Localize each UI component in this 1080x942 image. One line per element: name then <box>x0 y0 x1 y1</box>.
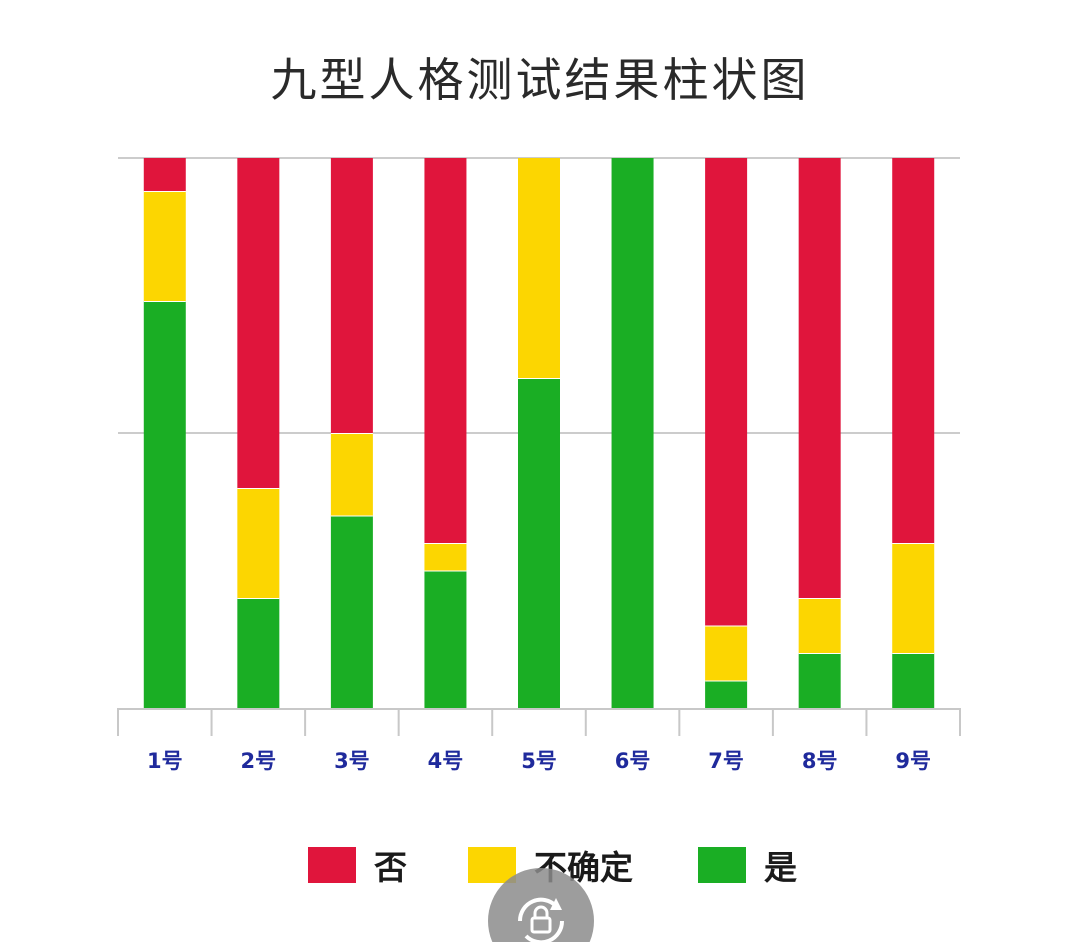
bar-segment-3-2 <box>330 158 373 433</box>
x-tick-label-8: 8号 <box>802 749 838 773</box>
bar-segment-3-1 <box>330 433 373 516</box>
bar-segment-7-1 <box>705 625 748 681</box>
bar-segment-4-0 <box>424 570 467 708</box>
legend-swatch-yes <box>698 847 746 883</box>
x-axis <box>117 708 961 736</box>
chart-title: 九型人格测试结果柱状图 <box>270 53 810 107</box>
bar-segment-1-0 <box>143 301 186 708</box>
x-tick-label-6: 6号 <box>615 749 651 773</box>
bar-segment-1-2 <box>143 158 186 191</box>
legend-item-no[interactable]: 否 <box>308 840 407 890</box>
bar-segment-9-1 <box>892 543 935 653</box>
bar-segment-6-0 <box>611 158 654 708</box>
legend-swatch-uncertain <box>468 847 516 883</box>
bar-segment-9-0 <box>892 653 935 708</box>
bar-segment-2-1 <box>237 488 280 598</box>
bar-segment-4-2 <box>424 158 467 543</box>
bar-segment-5-0 <box>518 378 560 708</box>
legend-label-no: 否 <box>374 848 407 887</box>
legend-label-yes: 是 <box>764 848 797 887</box>
legend-swatch-no <box>308 847 356 883</box>
bar-segment-2-0 <box>237 598 280 708</box>
bar-segment-3-0 <box>330 515 373 708</box>
bar-segment-8-1 <box>798 598 841 653</box>
x-tick-label-3: 3号 <box>334 749 370 773</box>
x-tick-labels: 1号 2号 3号 4号 5号 6号 7号 8号 9号 <box>147 749 931 773</box>
x-tick-label-9: 9号 <box>895 749 931 773</box>
legend-item-yes[interactable]: 是 <box>698 840 797 890</box>
bar-segment-2-2 <box>237 158 280 488</box>
x-tick-label-4: 4号 <box>428 749 464 773</box>
bars <box>143 158 935 708</box>
bar-segment-7-0 <box>705 680 748 708</box>
lock-refresh-icon <box>517 897 565 942</box>
bar-segment-7-2 <box>705 158 748 626</box>
bar-segment-8-2 <box>798 158 841 598</box>
bar-segment-4-1 <box>424 543 467 571</box>
bar-segment-9-2 <box>892 158 935 543</box>
x-tick-label-7: 7号 <box>708 749 744 773</box>
x-tick-label-2: 2号 <box>241 749 277 773</box>
bar-segment-5-1 <box>518 158 560 378</box>
x-tick-label-1: 1号 <box>147 749 183 773</box>
bar-segment-1-1 <box>143 191 186 301</box>
bar-segment-8-0 <box>798 653 841 708</box>
x-tick-label-5: 5号 <box>521 749 557 773</box>
